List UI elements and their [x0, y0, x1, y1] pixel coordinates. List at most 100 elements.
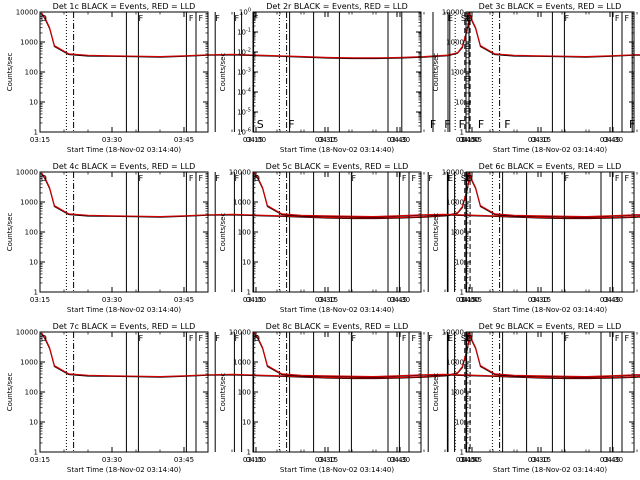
x-tick-label: 04:00 [246, 456, 266, 464]
y-tick-label: 1 [460, 289, 464, 297]
flag-label: F [629, 118, 635, 131]
y-tick-label: 10 [242, 419, 251, 427]
flag-label: F [189, 174, 194, 183]
x-tick-label: 04:30 [390, 296, 410, 304]
flag-label: F [459, 118, 465, 131]
flag-label: S [461, 174, 466, 183]
panel-title: Det 9c BLACK = Events, RED = LLD [479, 322, 622, 331]
x-tick-label: 04:00 [246, 136, 266, 144]
x-axis-label: Start Time (18-Nov-02 03:14:40) [280, 466, 394, 474]
x-tick-label: 04:15 [531, 296, 551, 304]
panel-title: Det 6c BLACK = Events, RED = LLD [479, 162, 622, 171]
x-tick-label: 04:15 [318, 456, 338, 464]
x-tick-label: 03:30 [102, 136, 122, 144]
x-tick-label: 04:15 [318, 296, 338, 304]
y-tick-label: 10 [29, 99, 38, 107]
flag-label: F [138, 14, 143, 23]
flag-label: F [402, 174, 407, 183]
flag-label: D [466, 174, 472, 183]
panel-det-7: Det 7c BLACK = Events, RED = LLD Counts/s… [6, 322, 482, 474]
plot-frame [39, 331, 209, 453]
panel-title: Det 1c BLACK = Events, RED = LLD [53, 2, 196, 11]
flag-label: F [615, 174, 620, 183]
flag-label: F [564, 14, 569, 23]
x-tick-label: 03:45 [387, 296, 407, 304]
flag-label: S [257, 118, 264, 131]
flag-label: D [467, 334, 473, 343]
panel-title: Det 4c BLACK = Events, RED = LLD [53, 162, 196, 171]
x-tick-label: 03:30 [102, 296, 122, 304]
x-tick-label: 03:15 [456, 136, 476, 144]
y-axis-label: Counts/sec [6, 53, 14, 92]
x-tick-label: 03:30 [315, 296, 335, 304]
x-tick-label: 03:45 [174, 296, 194, 304]
plot-frame [252, 11, 422, 133]
flag-label: D [467, 174, 473, 183]
x-tick-label: 04:45 [462, 456, 482, 464]
flag-label: F [138, 174, 143, 183]
y-tick-label: 100 [239, 8, 251, 17]
y-tick-label: 1000 [233, 199, 251, 207]
plot-frame [252, 171, 422, 293]
y-tick-label: 10 [455, 99, 464, 107]
plot-frame [465, 11, 635, 133]
x-axis-label: Start Time (18-Nov-02 03:14:40) [280, 146, 394, 154]
x-tick-label: 03:15 [30, 136, 50, 144]
y-tick-label: 10 [455, 259, 464, 267]
x-tick-label: 03:30 [528, 456, 548, 464]
y-tick-label: 100 [25, 389, 38, 397]
flag-label: D [41, 174, 47, 183]
y-tick-label: 1 [34, 289, 38, 297]
y-tick-label: 100 [238, 229, 251, 237]
flag-label: D [254, 174, 260, 183]
x-tick-label: 03:45 [600, 456, 620, 464]
y-axis-label: Counts/sec [6, 213, 14, 252]
panel-title: Det 5c BLACK = Events, RED = LLD [266, 162, 409, 171]
x-tick-label: 03:45 [387, 136, 407, 144]
x-tick-label: 03:45 [600, 296, 620, 304]
flag-label: E [448, 334, 453, 343]
y-tick-label: 10 [455, 419, 464, 427]
y-tick-label: 100 [25, 229, 38, 237]
flag-label: F [198, 334, 203, 343]
flag-label: F [198, 174, 203, 183]
series-events-line [466, 13, 640, 58]
x-tick-label: 03:15 [30, 296, 50, 304]
flag-label: F [198, 14, 203, 23]
flag-label: F [234, 14, 239, 23]
y-axis-label: Counts/sec [432, 373, 440, 412]
y-tick-label: 1 [460, 449, 464, 457]
x-tick-label: 04:30 [603, 456, 623, 464]
y-tick-label: 10-6 [237, 128, 251, 137]
y-tick-label: 100 [25, 69, 38, 77]
x-tick-label: 03:30 [315, 136, 335, 144]
y-axis-label: Counts/sec [219, 373, 227, 412]
series-lld-line [466, 332, 640, 378]
y-tick-label: 10000 [16, 9, 38, 17]
flag-label: F [234, 334, 239, 343]
y-tick-label: 10 [29, 419, 38, 427]
flag-label: F [138, 334, 143, 343]
x-tick-label: 03:45 [174, 456, 194, 464]
flag-label: F [430, 118, 436, 131]
y-tick-label: 1000 [20, 359, 38, 367]
flag-label: F [428, 174, 433, 183]
plot-frame [465, 331, 635, 453]
panel-title: Det 3c BLACK = Events, RED = LLD [479, 2, 622, 11]
y-tick-label: 10000 [229, 329, 251, 337]
y-tick-label: 1000 [20, 39, 38, 47]
flag-label: F [254, 14, 259, 23]
y-axis-label: Counts/sec [219, 53, 227, 92]
flag-label: D [467, 14, 473, 23]
plot-frame [39, 11, 209, 133]
flag-label: F [351, 334, 356, 343]
y-tick-label: 10-4 [237, 88, 251, 97]
y-tick-label: 1 [247, 289, 251, 297]
x-axis-label: Start Time (18-Nov-02 03:14:40) [67, 146, 181, 154]
y-tick-label: 1000 [446, 199, 464, 207]
flag-label: F [615, 334, 620, 343]
flag-label: F [351, 174, 356, 183]
x-axis-label: Start Time (18-Nov-02 03:14:40) [67, 466, 181, 474]
plot-frame [39, 171, 209, 293]
